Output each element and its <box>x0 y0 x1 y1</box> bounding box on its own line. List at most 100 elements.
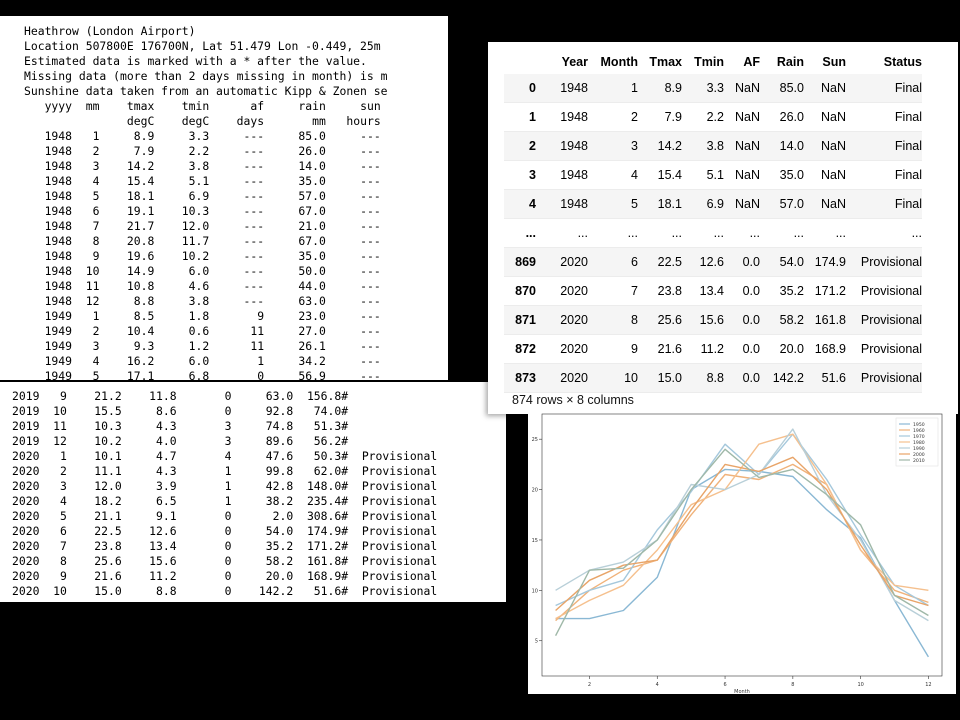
data-cell: 6.0 <box>154 264 210 278</box>
table-cell: 15.6 <box>699 313 724 327</box>
table-cell: 51.6 <box>821 371 846 385</box>
table-cell: 58.2 <box>779 313 804 327</box>
data-cell: --- <box>325 309 381 323</box>
table-cell: ... <box>835 226 846 240</box>
table-row: ........................... <box>504 219 922 248</box>
data-cell: 0 <box>176 554 232 568</box>
data-cell: --- <box>325 249 381 263</box>
data-cell: 12 <box>39 434 67 448</box>
data-cell: 1 <box>39 449 67 463</box>
data-cell: 2020 <box>12 479 40 493</box>
data-cell: 174.9# <box>293 524 349 538</box>
table-cell: NaN <box>820 81 846 95</box>
data-cell: 1948 <box>24 249 73 263</box>
x-tick-label: 12 <box>925 682 931 688</box>
station-header-line: Heathrow (London Airport) <box>24 24 196 38</box>
status-cell: Provisional <box>348 554 438 568</box>
legend-entry: 1970 <box>913 434 925 440</box>
table-row: 2 1948 3 14.2 3.8 NaN 14.0 NaN Final <box>504 131 922 161</box>
data-cell: 0 <box>176 584 232 598</box>
data-cell: 21.2 <box>66 389 122 403</box>
table-cell: ... <box>577 226 588 240</box>
data-cell: --- <box>325 264 381 278</box>
data-cell: 35.2 <box>231 539 294 553</box>
data-cell: 38.2 <box>231 494 294 508</box>
table-cell: Final <box>894 168 922 182</box>
row-index: 873 <box>515 371 536 385</box>
table-cell: 14.0 <box>779 139 804 153</box>
table-row: 0 1948 1 8.9 3.3 NaN 85.0 NaN Final <box>504 74 922 103</box>
data-cell: 5 <box>39 509 67 523</box>
data-cell: 2020 <box>12 569 40 583</box>
data-cell: --- <box>325 339 381 353</box>
column-header: sun <box>325 99 381 113</box>
data-cell: 1948 <box>24 174 73 188</box>
data-cell: 3.3 <box>154 129 210 143</box>
table-cell: 26.0 <box>779 110 804 124</box>
table-cell: NaN <box>734 110 760 124</box>
data-cell: 0 <box>176 404 232 418</box>
series-line-1980 <box>555 433 929 620</box>
table-cell: ... <box>911 226 922 240</box>
data-cell: 10.4 <box>99 324 155 338</box>
data-cell: 2 <box>72 324 100 338</box>
table-cell: 6 <box>631 255 638 269</box>
data-cell: 10.3 <box>154 204 210 218</box>
data-cell: 6.5 <box>121 494 177 508</box>
status-cell: Provisional <box>348 464 438 478</box>
data-cell: 6 <box>39 524 67 538</box>
data-cell: 2020 <box>12 464 40 478</box>
table-cell: 8 <box>631 313 638 327</box>
table-cell: 12.6 <box>699 255 724 269</box>
table-cell: 2020 <box>560 371 588 385</box>
column-header: af <box>209 99 265 113</box>
table-cell: 2 <box>631 110 638 124</box>
table-cell: ... <box>627 226 638 240</box>
data-cell: 2020 <box>12 509 40 523</box>
series-line-2000 <box>555 456 929 612</box>
data-cell: --- <box>325 129 381 143</box>
data-cell: 9 <box>72 249 100 263</box>
data-cell: 6.8 <box>154 369 210 380</box>
column-header: Tmin <box>694 55 724 69</box>
data-cell: --- <box>325 369 381 380</box>
table-cell: 5.1 <box>706 168 724 182</box>
data-cell: 1949 <box>24 309 73 323</box>
table-cell: Provisional <box>860 313 922 327</box>
row-index: ... <box>525 226 536 240</box>
row-index: 4 <box>529 197 536 211</box>
column-header: yyyy <box>24 99 73 113</box>
data-cell: 2020 <box>12 494 40 508</box>
table-row: 873 2020 10 15.0 8.8 0.0 142.2 51.6 Provisional <box>504 363 922 393</box>
data-cell: 1949 <box>24 369 73 380</box>
data-cell: 56.2# <box>293 434 349 448</box>
data-cell: --- <box>325 219 381 233</box>
row-index: 872 <box>515 342 536 356</box>
status-cell: Provisional <box>348 449 438 463</box>
data-cell: 21.0 <box>264 219 326 233</box>
data-cell: 8.8 <box>99 294 155 308</box>
data-cell: 3 <box>72 159 100 173</box>
table-cell: Final <box>894 110 922 124</box>
column-unit <box>24 114 72 128</box>
data-cell: 74.8 <box>231 419 294 433</box>
data-cell: 2020 <box>12 539 40 553</box>
table-row: 869 2020 6 22.5 12.6 0.0 54.0 174.9 Provisional <box>504 247 922 277</box>
y-tick-label: 5 <box>535 639 538 645</box>
data-cell: 2020 <box>12 524 40 538</box>
table-cell: 1948 <box>560 81 588 95</box>
data-cell: 0.6 <box>154 324 210 338</box>
data-cell: 67.0 <box>264 204 326 218</box>
table-cell: 3 <box>631 139 638 153</box>
table-cell: 15.0 <box>657 371 682 385</box>
data-cell: 15.4 <box>99 174 155 188</box>
table-cell: 2.2 <box>706 110 724 124</box>
data-cell: 142.2 <box>231 584 294 598</box>
data-cell: 2.0 <box>231 509 294 523</box>
series-line-1960 <box>555 463 929 622</box>
table-cell: 1948 <box>560 110 588 124</box>
table-cell: Final <box>894 197 922 211</box>
data-cell: --- <box>209 189 265 203</box>
data-cell: 10 <box>39 584 67 598</box>
data-cell: 62.0# <box>293 464 349 478</box>
